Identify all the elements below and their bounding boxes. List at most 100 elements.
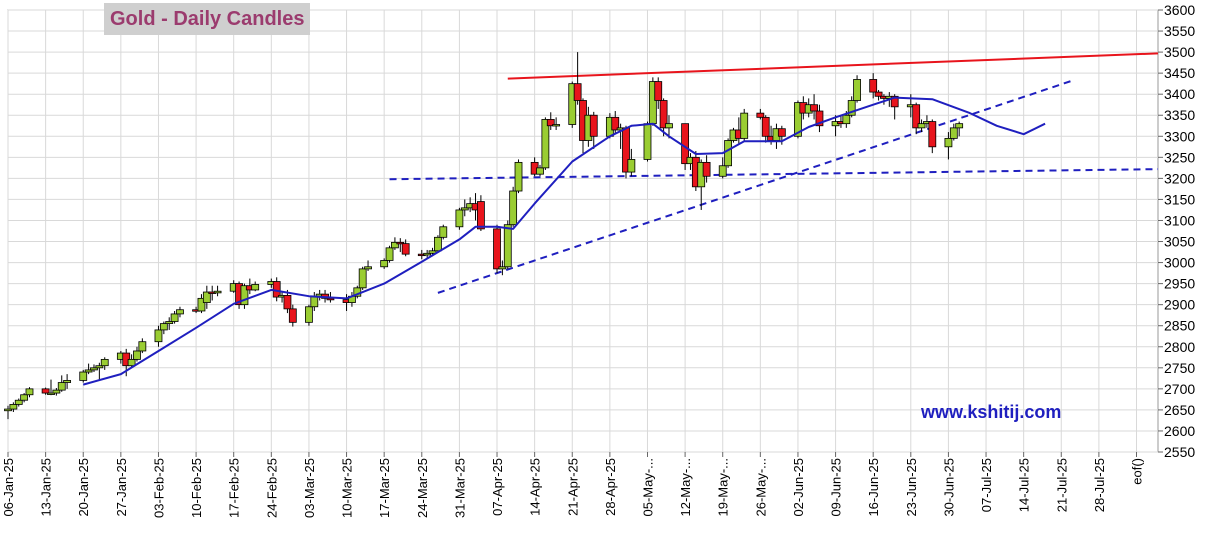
x-tick-label: 02-Jun-25: [791, 458, 806, 517]
candle-down: [815, 110, 824, 127]
candle-up: [52, 389, 61, 394]
candle-up: [63, 380, 72, 383]
candle-up: [842, 114, 851, 125]
candle-up: [176, 309, 184, 315]
candle-up: [170, 313, 179, 322]
candle-up: [310, 295, 319, 308]
candle-down: [611, 116, 620, 131]
candle-up: [14, 399, 23, 405]
x-tick-label: 13-Jan-25: [39, 458, 54, 517]
candle-up: [90, 367, 98, 371]
candle-down: [928, 121, 937, 148]
y-tick-label: 2750: [1164, 360, 1195, 376]
x-tick-label: 12-May-...: [678, 458, 693, 517]
watermark: www.kshitij.com: [921, 402, 1062, 422]
y-tick-label: 2950: [1164, 276, 1195, 292]
x-tick-label: 28-Apr-25: [603, 458, 618, 516]
x-tick-label: 20-Jan-25: [76, 458, 91, 517]
x-tick-label: 23-Jun-25: [904, 458, 919, 517]
candle-up: [79, 371, 88, 381]
candle-up: [439, 226, 448, 238]
resistance-trendline: [507, 52, 1159, 80]
candle-up: [423, 252, 432, 256]
candle-up: [955, 123, 964, 129]
candle-up: [514, 161, 523, 192]
y-tick-label: 2800: [1164, 339, 1195, 355]
y-tick-label: 3100: [1164, 212, 1195, 228]
y-tick-label: 3250: [1164, 149, 1195, 165]
candle-up: [358, 268, 367, 289]
y-tick-label: 3400: [1164, 86, 1195, 102]
y-tick-label: 2700: [1164, 381, 1195, 397]
candle-up: [724, 140, 732, 167]
y-tick-label: 2850: [1164, 318, 1195, 334]
candle-up: [917, 123, 926, 129]
candle-up: [847, 100, 856, 116]
x-tick-label: 10-Feb-25: [189, 458, 204, 518]
candle-up: [154, 329, 163, 343]
x-tick-label: 27-Jan-25: [114, 458, 129, 517]
candle-down: [589, 114, 598, 137]
y-tick-label: 2900: [1164, 297, 1195, 313]
candle-down: [659, 100, 668, 129]
candle-down: [476, 201, 485, 230]
x-tick-label: 24-Mar-25: [415, 458, 430, 518]
candle-down: [396, 241, 405, 245]
y-tick-label: 3150: [1164, 191, 1195, 207]
y-tick-label: 2600: [1164, 423, 1195, 439]
candle-up: [159, 323, 168, 331]
candle-up: [47, 392, 55, 395]
candle-up: [853, 79, 861, 101]
candle-down: [810, 104, 818, 112]
candle-down: [573, 83, 582, 101]
candle-up: [9, 404, 18, 410]
candle-up: [138, 341, 147, 352]
candle-down: [283, 295, 292, 310]
x-tick-label: 03-Feb-25: [151, 458, 166, 518]
candle-up: [509, 190, 518, 226]
y-axis: 2550 2600 2650 2700 2750 2800 2850 2900 2950 3000…: [1158, 2, 1195, 460]
candle-up: [364, 266, 372, 270]
candle-up: [541, 119, 550, 169]
candle-up: [503, 224, 512, 268]
grid: [7, 9, 1159, 453]
candle-up: [949, 127, 958, 139]
x-tick-label: 31-Mar-25: [452, 458, 467, 518]
candle-up: [57, 382, 66, 391]
y-tick-label: 3500: [1164, 44, 1195, 60]
candle-up: [794, 102, 802, 137]
x-tick-label: eof(): [1130, 458, 1145, 485]
candle-up: [460, 207, 469, 211]
candle-down: [869, 79, 878, 93]
candle-up: [627, 159, 636, 173]
trendlines: [389, 52, 1159, 294]
candle-down: [874, 91, 883, 97]
candle-up: [133, 350, 141, 360]
candle-up: [391, 241, 399, 249]
y-tick-label: 3450: [1164, 65, 1195, 81]
candle-up: [20, 394, 29, 401]
candle-down: [912, 104, 921, 129]
x-tick-label: 06-Jan-25: [1, 458, 16, 517]
x-tick-label: 28-Jul-25: [1092, 458, 1107, 512]
x-tick-label: 19-May-...: [716, 458, 731, 517]
x-tick-label: 30-Jun-25: [941, 458, 956, 517]
candle-down: [493, 228, 501, 270]
candle-up: [568, 83, 577, 125]
candle-up: [100, 358, 109, 367]
candle-up: [127, 358, 136, 367]
chart-title: Gold - Daily Candles: [104, 3, 311, 35]
candle-up: [434, 236, 442, 252]
candle-up: [552, 124, 561, 127]
candle-down: [890, 95, 899, 108]
candles: [4, 52, 964, 420]
x-tick-label: 21-Apr-25: [565, 458, 580, 516]
y-tick-label: 3300: [1164, 128, 1195, 144]
candle-down: [654, 81, 663, 101]
candle-up: [305, 306, 313, 323]
candle-up: [428, 250, 437, 254]
candle-up: [84, 369, 93, 373]
candle-up: [4, 408, 12, 412]
x-tick-label: 10-Mar-25: [340, 458, 355, 518]
candle-up: [251, 284, 260, 291]
